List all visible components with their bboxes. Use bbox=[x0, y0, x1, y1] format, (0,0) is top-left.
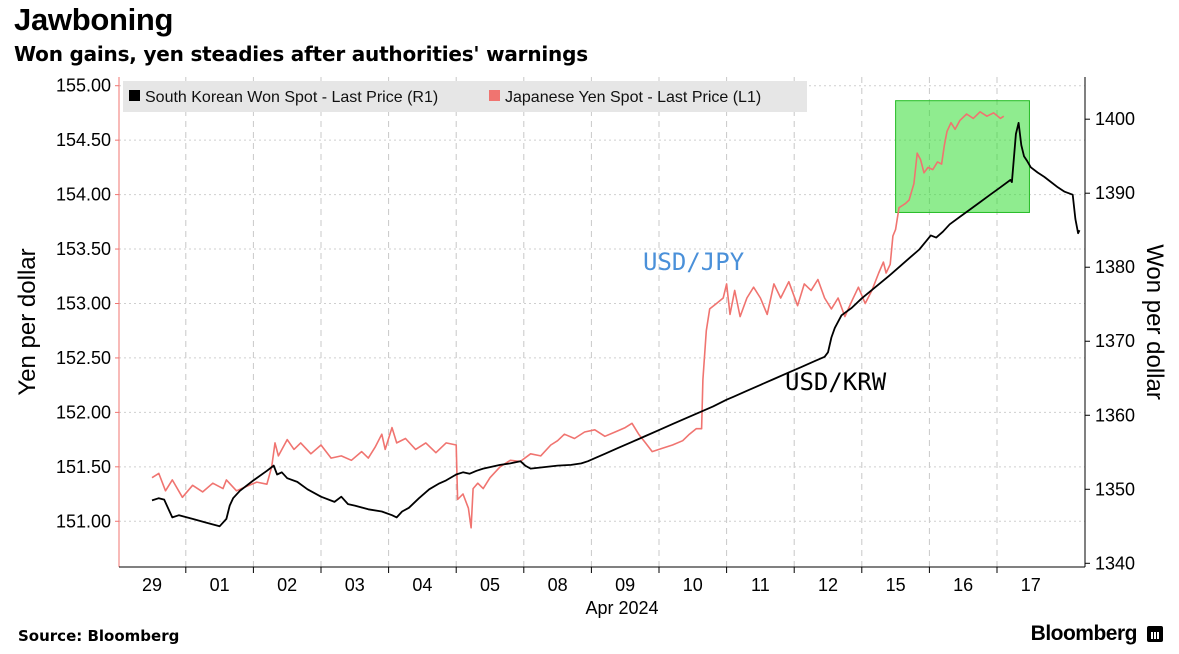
y-axis-label-left: Yen per dollar bbox=[14, 248, 41, 395]
y-tick-label-right: 1400 bbox=[1095, 109, 1135, 129]
y-axis-label-right: Won per dollar bbox=[1141, 244, 1168, 400]
y-tick-label-right: 1390 bbox=[1095, 183, 1135, 203]
source-note: Source: Bloomberg bbox=[18, 627, 180, 645]
bloomberg-terminal-icon bbox=[1147, 626, 1163, 642]
x-tick-label: 02 bbox=[277, 575, 297, 595]
x-tick-label: 09 bbox=[615, 575, 635, 595]
annotation-usd-jpy: USD/JPY bbox=[643, 248, 745, 276]
x-tick-label: 01 bbox=[210, 575, 230, 595]
y-tick-label-right: 1350 bbox=[1095, 479, 1135, 499]
y-tick-label-left: 151.50 bbox=[56, 457, 111, 477]
highlight-box bbox=[895, 100, 1030, 213]
x-tick-label: 04 bbox=[412, 575, 432, 595]
legend-box bbox=[123, 81, 807, 112]
legend: South Korean Won Spot - Last Price (R1) J… bbox=[123, 81, 807, 112]
series-lines bbox=[151, 111, 1081, 529]
y-tick-label-left: 155.00 bbox=[56, 76, 111, 96]
x-tick-label: 03 bbox=[345, 575, 365, 595]
x-axis-label: Apr 2024 bbox=[585, 598, 658, 618]
y-tick-label-right: 1360 bbox=[1095, 405, 1135, 425]
x-tick-label: 11 bbox=[751, 575, 770, 595]
x-tick-label: 29 bbox=[142, 575, 162, 595]
bloomberg-logo: Bloomberg bbox=[1030, 622, 1138, 645]
x-tick-label: 16 bbox=[953, 575, 973, 595]
annotation-usd-krw: USD/KRW bbox=[785, 368, 887, 396]
y-tick-label-right: 1340 bbox=[1095, 553, 1135, 573]
x-tick-label: 17 bbox=[1021, 575, 1041, 595]
x-tick-label: 08 bbox=[548, 575, 568, 595]
series-line-yen bbox=[151, 111, 1005, 529]
x-tick-label: 15 bbox=[886, 575, 906, 595]
y-tick-label-right: 1370 bbox=[1095, 331, 1135, 351]
legend-label-won: South Korean Won Spot - Last Price (R1) bbox=[145, 89, 438, 106]
legend-swatch-yen bbox=[489, 90, 500, 101]
y-tick-label-left: 151.00 bbox=[56, 511, 111, 531]
axes: 151.00 151.50 152.00 152.50 153.00 153.50 154.… bbox=[56, 76, 1135, 595]
y-tick-label-left: 153.00 bbox=[56, 293, 111, 313]
x-tick-label: 10 bbox=[683, 575, 703, 595]
x-tick-label: 12 bbox=[818, 575, 838, 595]
chart-subtitle: Won gains, yen steadies after authoritie… bbox=[14, 42, 588, 66]
legend-label-yen: Japanese Yen Spot - Last Price (L1) bbox=[505, 89, 761, 106]
y-tick-label-left: 154.50 bbox=[56, 130, 111, 150]
chart-title: Jawboning bbox=[14, 2, 174, 37]
y-tick-label-left: 152.00 bbox=[56, 402, 111, 422]
y-tick-label-left: 154.00 bbox=[56, 185, 111, 205]
legend-swatch-won bbox=[129, 90, 140, 101]
x-tick-label: 05 bbox=[480, 575, 500, 595]
y-tick-label-left: 153.50 bbox=[56, 239, 111, 259]
series-line-won bbox=[151, 122, 1081, 528]
y-tick-label-right: 1380 bbox=[1095, 257, 1135, 277]
y-tick-label-left: 152.50 bbox=[56, 348, 111, 368]
